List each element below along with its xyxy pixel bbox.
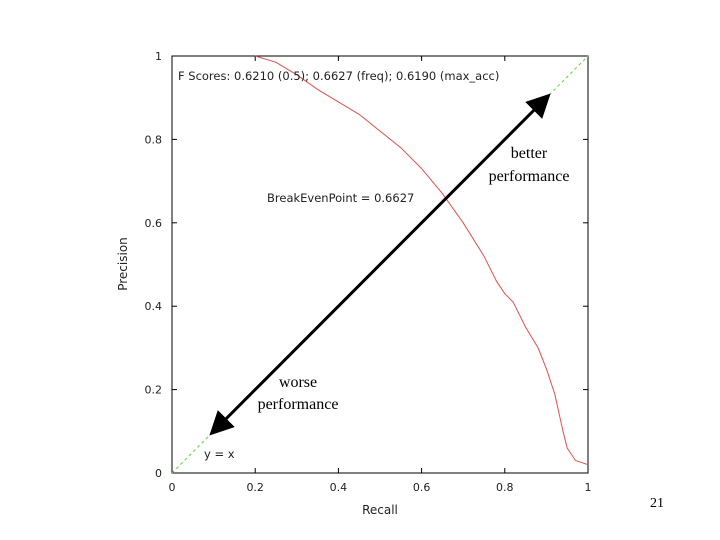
slide-number: 21 — [650, 496, 664, 511]
arrow-layer — [209, 93, 551, 436]
x-tick-label: 0 — [169, 481, 176, 494]
worse-label-line1: worse — [279, 374, 317, 391]
x-tick-label: 0.2 — [246, 481, 264, 494]
y-tick-label: 0.4 — [145, 300, 163, 313]
ticks-layer: 0 0.2 0.4 0.6 0.8 1 0 0.2 0.4 0.6 0.8 1 — [145, 50, 592, 494]
x-tick-label: 1 — [585, 481, 592, 494]
performance-double-arrow — [209, 93, 551, 436]
worse-label-line2: performance — [258, 396, 339, 413]
break-even-annotation: BreakEvenPoint = 0.6627 — [267, 191, 414, 205]
yx-annotation: y = x — [204, 447, 235, 461]
plot-frame — [171, 55, 589, 474]
x-tick-label: 0.4 — [330, 481, 348, 494]
y-tick-label: 0.6 — [145, 217, 163, 230]
y-tick-label: 0 — [155, 467, 162, 480]
y-tick-label: 0.8 — [145, 133, 163, 146]
y-tick-label: 1 — [155, 50, 162, 63]
better-label-line1: better — [511, 145, 548, 162]
x-tick-label: 0.8 — [496, 481, 514, 494]
x-tick-label: 0.6 — [413, 481, 431, 494]
x-axis-label: Recall — [362, 503, 398, 517]
better-label-line2: performance — [489, 168, 570, 185]
y-axis-label: Precision — [116, 237, 130, 291]
f-scores-annotation: F Scores: 0.6210 (0.5); 0.6627 (freq); 0… — [178, 69, 499, 83]
y-tick-label: 0.2 — [145, 384, 163, 397]
